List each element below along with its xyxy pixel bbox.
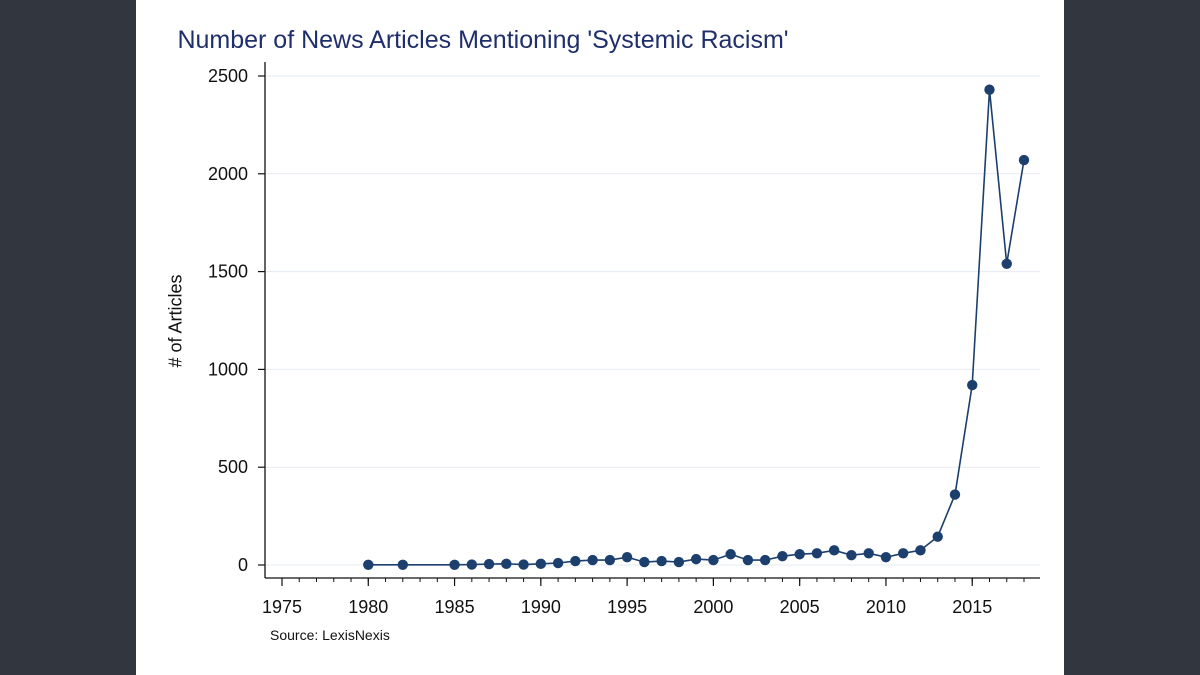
- data-point: [639, 556, 650, 568]
- data-point: [742, 554, 754, 566]
- data-point: [656, 555, 667, 567]
- data-point: [880, 551, 892, 563]
- data-point: [915, 545, 926, 556]
- data-point: [483, 558, 495, 570]
- x-tick-label: 2010: [866, 597, 906, 617]
- chart-frame: [136, 0, 1064, 675]
- y-tick-label: 500: [218, 457, 248, 477]
- x-tick-label: 2000: [693, 597, 733, 617]
- data-point: [811, 548, 823, 559]
- x-tick-label: 1980: [348, 597, 388, 617]
- source-note: Source: LexisNexis: [270, 627, 390, 643]
- x-tick-label: 2005: [780, 597, 820, 617]
- data-point: [777, 550, 788, 562]
- data-point: [466, 559, 478, 570]
- data-point: [984, 84, 995, 95]
- y-tick-label: 2500: [208, 66, 248, 86]
- data-point: [1001, 258, 1012, 269]
- x-tick-label: 1985: [435, 597, 475, 617]
- data-point: [363, 559, 374, 571]
- chart-title: Number of News Articles Mentioning 'Syst…: [177, 26, 789, 54]
- y-tick-label: 2000: [208, 164, 248, 184]
- data-point: [518, 559, 529, 570]
- data-point: [794, 549, 805, 560]
- data-point: [570, 555, 581, 567]
- data-point: [708, 554, 719, 566]
- y-tick-label: 1500: [208, 262, 248, 282]
- x-tick-label: 1995: [607, 597, 647, 617]
- data-point: [725, 549, 736, 560]
- data-point: [587, 554, 598, 566]
- x-tick-label: 2015: [952, 597, 992, 617]
- data-point: [690, 553, 702, 565]
- x-tick-label: 1990: [521, 597, 561, 617]
- data-point: [759, 554, 771, 566]
- data-point: [846, 550, 857, 561]
- data-point: [967, 379, 978, 391]
- y-tick-label: 1000: [208, 359, 248, 379]
- data-point: [828, 545, 840, 556]
- data-point: [673, 556, 685, 568]
- data-point: [397, 559, 408, 571]
- data-point: [898, 548, 909, 559]
- data-point: [449, 559, 460, 571]
- data-point: [604, 554, 616, 566]
- data-point: [552, 557, 564, 569]
- series-line: [368, 89, 1025, 566]
- data-point: [863, 548, 874, 559]
- data-point: [949, 489, 961, 500]
- y-tick-label: 0: [238, 555, 248, 575]
- data-point: [621, 551, 633, 563]
- data-point: [501, 558, 512, 570]
- data-point: [1018, 154, 1030, 166]
- data-point: [535, 558, 547, 570]
- data-point: [932, 531, 943, 542]
- x-tick-label: 1975: [262, 597, 302, 617]
